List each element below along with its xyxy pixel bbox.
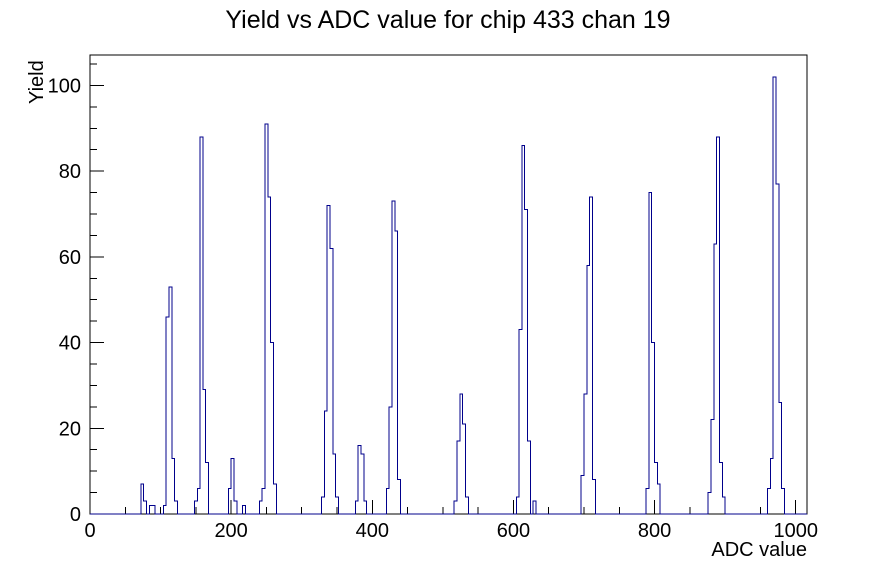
x-tick-label: 1000 [773, 520, 818, 542]
y-tick-label: 40 [59, 333, 81, 355]
x-tick-label: 400 [356, 520, 389, 542]
chart-title: Yield vs ADC value for chip 433 chan 19 [225, 6, 671, 34]
y-tick-label: 60 [59, 247, 81, 269]
x-tick-label: 0 [84, 520, 95, 542]
y-tick-label: 20 [59, 418, 81, 440]
x-tick-label: 800 [638, 520, 671, 542]
histogram-line [90, 76, 807, 515]
y-tick-label: 80 [59, 161, 81, 183]
x-tick-label: 600 [497, 520, 530, 542]
x-axis-title: ADC value [711, 539, 807, 561]
y-tick-label: 100 [48, 75, 81, 97]
plot-frame [89, 54, 808, 515]
x-tick-label: 200 [214, 520, 247, 542]
y-tick-label: 0 [70, 504, 81, 526]
